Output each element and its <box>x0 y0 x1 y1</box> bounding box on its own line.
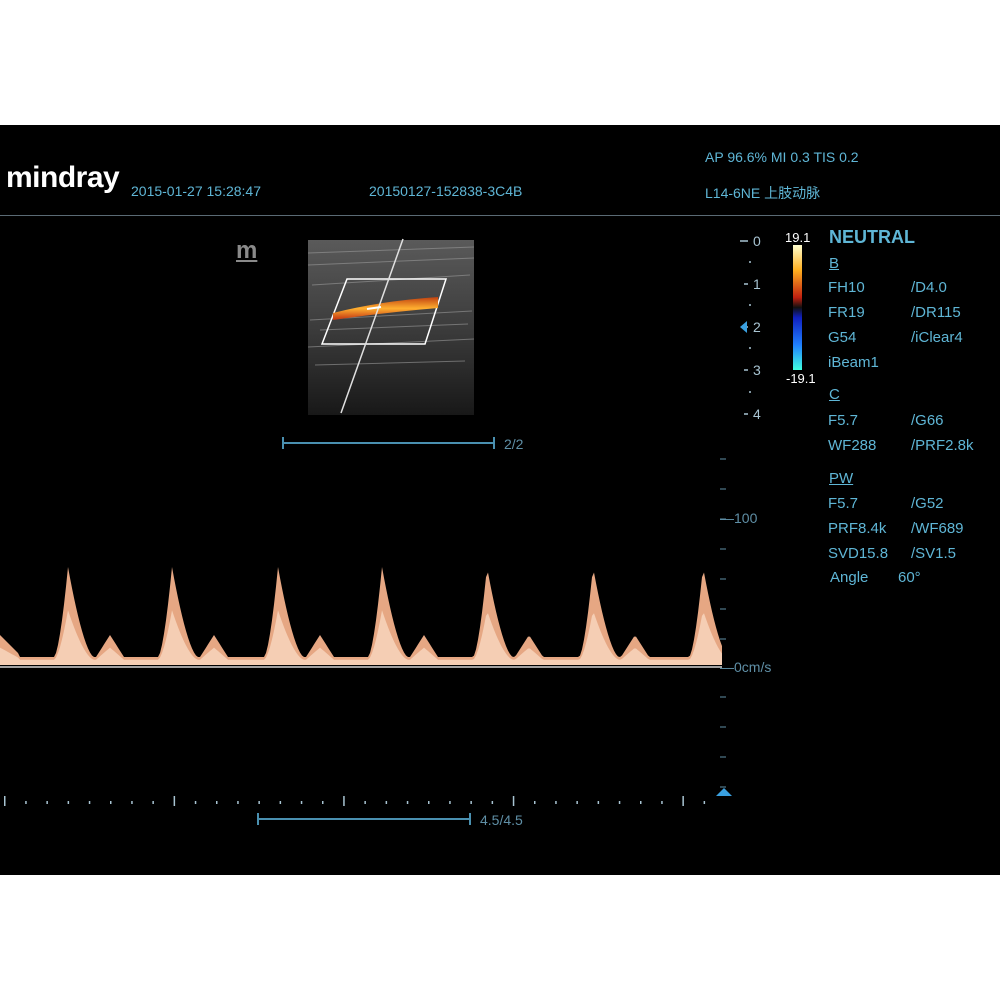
exam-id: 20150127-152838-3C4B <box>369 183 523 199</box>
pw-param-value: /SV1.5 <box>911 545 957 562</box>
time-tick <box>428 801 430 804</box>
time-tick <box>406 801 409 804</box>
b-param-value: /D4.0 <box>911 279 947 296</box>
header-divider <box>0 215 1000 216</box>
frame-indicator-bar <box>282 437 495 449</box>
depth-label-0: 0 <box>753 233 761 249</box>
time-tick <box>512 796 515 806</box>
m-mode-logo: m <box>236 237 258 264</box>
time-tick <box>449 801 451 804</box>
time-tick <box>173 796 176 806</box>
time-tick <box>576 801 578 804</box>
time-tick <box>322 801 324 804</box>
focus-marker-icon <box>740 321 747 333</box>
color-scale-bar <box>793 245 802 370</box>
time-tick <box>364 801 366 804</box>
depth-label-1: 1 <box>753 276 761 292</box>
ultrasound-screen: mindray 2015-01-27 15:28:47 20150127-152… <box>0 125 1000 875</box>
ultrasound-graphics <box>0 238 802 825</box>
time-tick <box>216 801 218 804</box>
angle-label: Angle <box>830 569 869 586</box>
velocity-label-100: —100 <box>720 510 758 526</box>
doppler-spectrum <box>0 458 732 806</box>
angle-value: 60° <box>898 569 921 586</box>
time-tick <box>491 801 494 804</box>
b-param-value: /iClear4 <box>911 329 963 346</box>
time-tick <box>258 801 260 804</box>
time-tick <box>640 801 642 804</box>
time-tick <box>194 801 197 804</box>
time-tick <box>4 796 6 806</box>
depth-label-2: 2 <box>753 319 761 335</box>
pw-section-header: PW <box>829 470 854 487</box>
time-tick <box>300 801 303 804</box>
pw-param-name: PRF8.4k <box>828 520 887 537</box>
time-tick <box>534 801 536 804</box>
b-param-name: FR19 <box>828 304 865 321</box>
time-tick <box>131 801 133 804</box>
sweep-indicator: 4.5/4.5 <box>480 812 523 828</box>
time-tick <box>152 801 154 804</box>
sweep-marker-icon <box>716 788 732 796</box>
pw-param-name: F5.7 <box>828 495 859 512</box>
pw-param-name: SVD15.8 <box>828 545 889 562</box>
sweep-indicator-bar <box>257 813 471 825</box>
time-tick <box>555 801 557 804</box>
time-tick <box>110 801 112 804</box>
b-param-value: /DR115 <box>911 304 961 321</box>
pw-param-value: /WF689 <box>911 520 964 537</box>
power-readout: AP 96.6% MI 0.3 TIS 0.2 <box>705 149 859 165</box>
time-tick <box>618 801 621 804</box>
depth-label-4: 4 <box>753 406 761 422</box>
b-param-name: FH10 <box>828 279 865 296</box>
time-tick <box>237 801 239 804</box>
time-tick <box>343 796 345 806</box>
c-param-value: /G66 <box>911 412 944 429</box>
brand-logo: mindray <box>6 161 120 194</box>
b-param-name: G54 <box>828 329 857 346</box>
color-scale-bottom: -19.1 <box>786 371 816 386</box>
time-tick <box>682 796 684 806</box>
b-param-name: iBeam1 <box>828 354 879 371</box>
time-tick <box>88 801 91 804</box>
time-tick <box>279 801 282 804</box>
datetime: 2015-01-27 15:28:47 <box>131 183 261 199</box>
time-tick <box>661 801 663 804</box>
color-scale-top: 19.1 <box>785 230 811 245</box>
time-tick <box>597 801 600 804</box>
c-section-header: C <box>829 386 840 403</box>
c-param-name: F5.7 <box>828 412 859 429</box>
b-mode-image <box>307 238 475 415</box>
b-section-header: B <box>829 255 840 272</box>
frame-indicator: 2/2 <box>504 436 524 452</box>
time-tick <box>470 801 472 804</box>
c-param-value: /PRF2.8k <box>911 437 974 454</box>
time-tick <box>703 801 706 804</box>
probe-info: L14-6NE 上肢动脉 <box>705 185 821 201</box>
time-tick <box>46 801 48 804</box>
velocity-label-0: —0cm/s <box>720 659 772 675</box>
time-tick <box>25 801 27 804</box>
time-tick <box>67 801 70 804</box>
c-param-name: WF288 <box>828 437 877 454</box>
pw-param-value: /G52 <box>911 495 944 512</box>
depth-scale <box>740 240 751 415</box>
preset-name: NEUTRAL <box>829 227 915 247</box>
time-tick <box>385 801 388 804</box>
depth-label-3: 3 <box>753 362 761 378</box>
